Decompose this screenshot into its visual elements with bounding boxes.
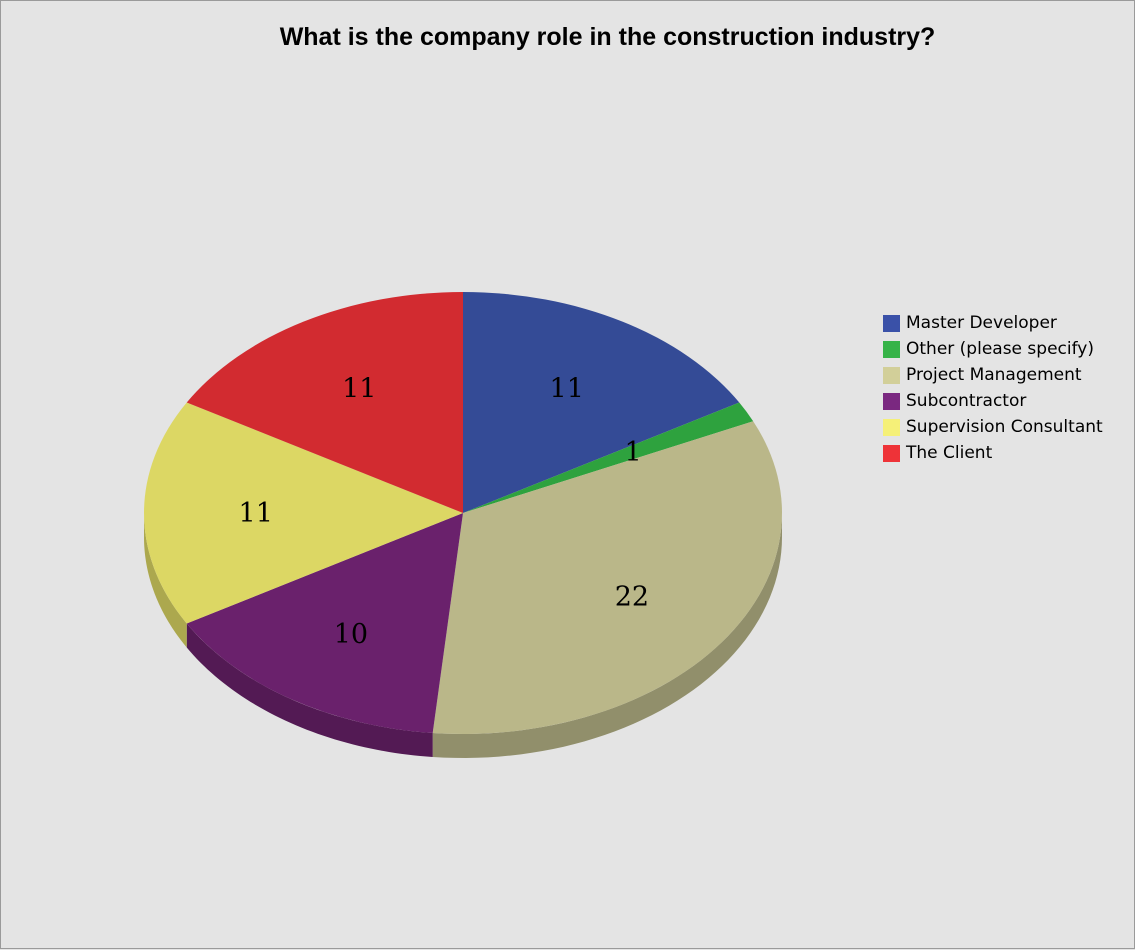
legend-item-the-client: The Client	[883, 440, 1103, 466]
legend-swatch	[883, 444, 900, 462]
pie-value-label: 1	[625, 437, 642, 468]
legend-label: Other (please specify)	[906, 339, 1094, 359]
pie-value-label: 10	[334, 619, 368, 650]
legend-label: Supervision Consultant	[906, 417, 1103, 437]
legend-item-subcontractor: Subcontractor	[883, 388, 1103, 414]
legend-item-other-please-specify: Other (please specify)	[883, 336, 1103, 362]
legend-item-project-management: Project Management	[883, 362, 1103, 388]
pie-side-layer	[144, 513, 782, 758]
legend-swatch	[883, 340, 900, 358]
pie-value-label: 22	[615, 581, 649, 612]
legend-label: Master Developer	[906, 313, 1057, 333]
legend-label: Project Management	[906, 365, 1082, 385]
legend-swatch	[883, 418, 900, 436]
legend: Master Developer Other (please specify) Pr…	[883, 310, 1103, 466]
pie-side-supervision-consultant	[144, 513, 187, 648]
pie-slice-supervision-consultant	[144, 402, 463, 624]
pie-slice-project-management	[432, 421, 782, 735]
pie-slice-subcontractor	[186, 513, 464, 733]
pie-slice-other-please-specify	[463, 402, 754, 513]
legend-swatch	[883, 366, 900, 384]
pie-slice-the-client	[186, 292, 464, 513]
pie-value-label: 11	[342, 374, 376, 405]
legend-label: The Client	[906, 443, 993, 463]
pie-slice-master-developer	[463, 292, 740, 513]
legend-swatch	[883, 314, 900, 332]
pie-side-subcontractor	[186, 623, 433, 757]
legend-label: Subcontractor	[906, 391, 1027, 411]
chart-title: What is the company role in the construc…	[279, 23, 936, 51]
legend-swatch	[883, 392, 900, 410]
legend-item-master-developer: Master Developer	[883, 310, 1103, 336]
pie-value-label: 11	[239, 498, 273, 529]
pie-value-label: 11	[550, 374, 584, 405]
legend-item-supervision-consultant: Supervision Consultant	[883, 414, 1103, 440]
pie-top-layer	[144, 292, 782, 735]
